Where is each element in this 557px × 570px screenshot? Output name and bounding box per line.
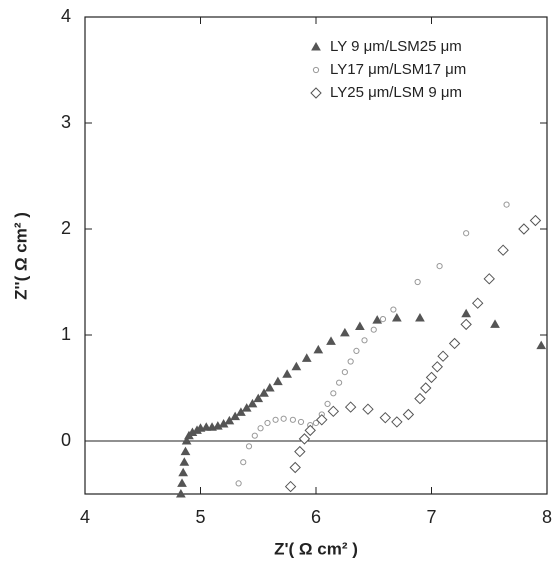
x-tick-label: 4 [80, 507, 90, 527]
legend-marker [311, 41, 321, 51]
circle-marker [297, 418, 305, 426]
x-tick-label: 8 [542, 507, 552, 527]
circle-marker [272, 416, 279, 423]
diamond-marker [431, 361, 443, 373]
circle-marker [347, 358, 354, 365]
circle-marker [361, 337, 368, 344]
diamond-marker [518, 223, 530, 235]
circle-marker [341, 369, 348, 376]
diamond-marker [362, 403, 374, 415]
circle-marker [463, 230, 470, 237]
y-tick-label: 2 [61, 218, 71, 238]
diamond-marker [420, 382, 432, 394]
triangle-marker [264, 382, 275, 392]
triangle-marker [180, 446, 191, 456]
triangle-marker [253, 393, 264, 403]
triangle-marker [177, 478, 187, 487]
circle-marker [312, 419, 320, 427]
diamond-marker [497, 244, 509, 256]
triangle-marker [259, 388, 269, 397]
diamond-marker [471, 297, 484, 309]
diamond-marker [437, 350, 449, 362]
diamond-marker [304, 424, 316, 437]
circle-marker [235, 480, 242, 487]
triangle-marker [230, 411, 241, 421]
circle-marker [370, 326, 377, 333]
triangle-marker [490, 319, 500, 328]
circle-marker [324, 400, 331, 407]
circle-marker [280, 415, 287, 422]
circle-marker [353, 347, 360, 354]
legend-label: LY17 μm/LSM17 μm [330, 61, 466, 78]
y-tick-label: 0 [61, 430, 71, 450]
legend-marker [310, 87, 322, 99]
circle-marker [379, 316, 387, 323]
diamond-marker [460, 318, 472, 331]
circle-marker [390, 306, 397, 313]
triangle-marker [391, 313, 402, 322]
diamond-marker [402, 408, 415, 421]
triangle-marker [415, 313, 425, 322]
triangle-marker [273, 376, 283, 386]
circle-marker [251, 432, 258, 439]
y-tick-label: 4 [61, 6, 71, 26]
diamond-marker [448, 337, 461, 350]
triangle-marker [181, 435, 192, 445]
triangle-marker [201, 422, 212, 431]
triangle-marker [313, 344, 324, 354]
x-tick-label: 7 [426, 507, 436, 527]
legend-label: LY25 μm/LSM 9 μm [330, 84, 462, 101]
triangle-marker [461, 308, 472, 318]
diamond-marker [298, 433, 311, 445]
triangle-marker [178, 467, 189, 477]
circle-marker [436, 263, 443, 270]
circle-marker [245, 443, 253, 450]
triangle-marker [291, 361, 302, 371]
diamond-marker [284, 480, 297, 493]
x-axis-label: Z'( Ω cm² ) [274, 539, 358, 558]
y-axis-label: Z''( Ω cm² ) [11, 212, 30, 300]
circle-marker [264, 419, 271, 427]
triangle-marker [241, 403, 252, 412]
y-tick-label: 1 [61, 324, 71, 344]
triangle-marker [224, 415, 235, 425]
x-tick-label: 5 [195, 507, 205, 527]
diamond-marker [529, 214, 542, 227]
diamond-marker [327, 405, 340, 418]
triangle-marker [301, 353, 312, 362]
circle-marker [289, 416, 296, 423]
triangle-marker [282, 369, 292, 378]
x-tick-label: 6 [311, 507, 321, 527]
circle-marker [414, 278, 421, 286]
triangle-marker [372, 315, 383, 324]
y-tick-label: 3 [61, 112, 71, 132]
diamond-marker [294, 445, 306, 458]
diamond-marker [414, 392, 426, 405]
circle-marker [336, 379, 343, 386]
diamond-marker [425, 371, 438, 384]
legend-marker [312, 66, 320, 74]
triangle-marker [236, 407, 246, 416]
diamond-marker [289, 461, 301, 474]
triangle-marker [247, 398, 258, 408]
circle-marker [240, 459, 247, 466]
diamond-marker [344, 401, 357, 413]
triangle-marker [326, 336, 336, 345]
triangle-marker [179, 457, 190, 466]
circle-marker [330, 390, 337, 397]
diamond-marker [379, 411, 392, 424]
circle-marker [257, 425, 264, 432]
diamond-marker [391, 416, 403, 428]
circle-marker [503, 201, 510, 208]
triangle-marker [355, 321, 365, 331]
diamond-marker [483, 273, 495, 285]
triangle-marker [340, 327, 350, 337]
legend-label: LY 9 μm/LSM25 μm [330, 38, 462, 55]
triangle-marker [536, 340, 547, 350]
triangle-marker [176, 488, 186, 498]
diamond-marker [316, 414, 328, 426]
